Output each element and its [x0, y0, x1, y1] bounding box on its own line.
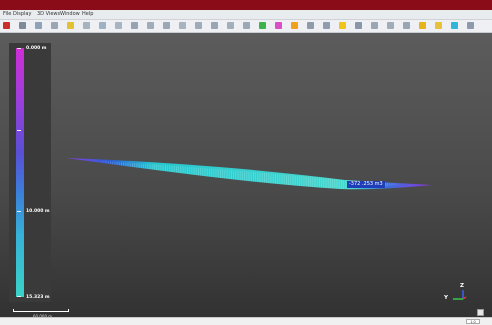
- z-axis-label: Z: [460, 283, 464, 289]
- display-icon[interactable]: [467, 22, 474, 29]
- scalar-icon[interactable]: [179, 22, 186, 29]
- menu-3d-views[interactable]: 3D Views: [37, 11, 61, 17]
- save-icon[interactable]: [19, 22, 26, 29]
- color-scale-tick-bottom: [17, 296, 21, 297]
- measure-icon[interactable]: [131, 22, 138, 29]
- cloud-icon[interactable]: [99, 22, 106, 29]
- color-tool-icon[interactable]: [275, 22, 282, 29]
- light-icon[interactable]: [339, 22, 346, 29]
- color-scale-tick: [17, 130, 21, 131]
- toolbar: [0, 20, 492, 33]
- scale-bar-label: 60.000 m: [33, 314, 52, 319]
- top-view-icon[interactable]: [403, 22, 410, 29]
- viewport-corner-button[interactable]: [477, 309, 484, 316]
- title-bar[interactable]: [0, 0, 492, 10]
- layer-icon[interactable]: [35, 22, 42, 29]
- point-cloud-texture: [100, 161, 400, 189]
- compare-icon[interactable]: [147, 22, 154, 29]
- cyan-tool-icon[interactable]: [451, 22, 458, 29]
- view-icon[interactable]: [307, 22, 314, 29]
- normal-icon[interactable]: [195, 22, 202, 29]
- filter-icon[interactable]: [51, 22, 58, 29]
- gold-tool-icon[interactable]: [419, 22, 426, 29]
- green-tool-icon[interactable]: [259, 22, 266, 29]
- picking-icon[interactable]: [227, 22, 234, 29]
- zoom-icon[interactable]: [355, 22, 362, 29]
- point-cloud[interactable]: [0, 33, 492, 317]
- scale-bar: [13, 309, 69, 312]
- x-axis-line: [462, 296, 467, 300]
- volume-label[interactable]: -372 .253 m3: [347, 181, 385, 188]
- front-view-icon[interactable]: [387, 22, 394, 29]
- perspective-icon[interactable]: [371, 22, 378, 29]
- grid-icon[interactable]: [83, 22, 90, 29]
- mesh-icon[interactable]: [115, 22, 122, 29]
- status-field[interactable]: 1.0: [466, 319, 480, 324]
- menu-help[interactable]: Help: [82, 11, 94, 17]
- color-scale-bar: [16, 48, 24, 297]
- y-axis-label: Y: [444, 295, 448, 301]
- camera-icon[interactable]: [323, 22, 330, 29]
- volume-icon[interactable]: [211, 22, 218, 29]
- open-icon[interactable]: [3, 22, 10, 29]
- menu-file[interactable]: File: [3, 11, 12, 17]
- color-scale-mid-label: 10.000 m: [26, 209, 50, 214]
- orange-tool-icon[interactable]: [291, 22, 298, 29]
- status-bar: 1.0: [0, 317, 492, 325]
- color-scale-tick-top: [17, 48, 21, 49]
- menu-bar: File Display 3D Views Window Help: [0, 10, 492, 20]
- 3d-viewport[interactable]: 0.000 m 10.000 m 15.323 m -372 .253: [0, 33, 492, 319]
- color-scale-bottom-label: 15.323 m: [26, 295, 50, 300]
- segment-icon[interactable]: [163, 22, 170, 29]
- yellow-folder-icon[interactable]: [435, 22, 442, 29]
- axis-triad: [453, 290, 467, 300]
- color-scale-tick-mid: [17, 211, 21, 212]
- plugin-icon[interactable]: [243, 22, 250, 29]
- color-scale-top-label: 0.000 m: [26, 46, 47, 51]
- menu-display[interactable]: Display: [13, 11, 32, 17]
- menu-window[interactable]: Window: [60, 11, 80, 17]
- yellow-tool-icon[interactable]: [67, 22, 74, 29]
